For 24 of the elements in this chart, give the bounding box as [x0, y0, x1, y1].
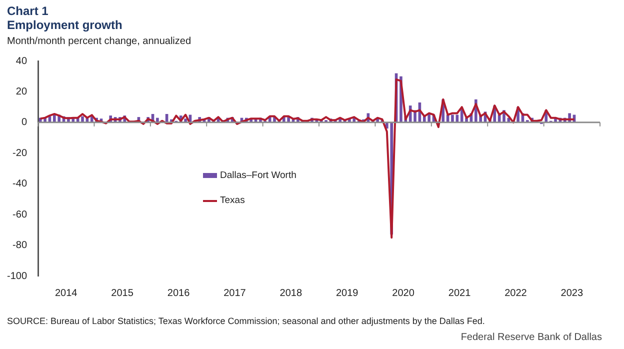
chart-subtitle: Month/month percent change, annualized — [7, 36, 192, 47]
y-tick-label: 0 — [21, 117, 28, 128]
y-tick-label: 40 — [16, 56, 28, 67]
x-tick-label: 2015 — [111, 288, 134, 299]
x-tick-label: 2020 — [392, 288, 415, 299]
x-tick-label: 2022 — [504, 288, 528, 299]
legend-label: Texas — [220, 195, 245, 206]
source-note: SOURCE: Bureau of Labor Statistics; Texas Workforce Commission; seasonal and other adjustments by the Dallas Fed. — [7, 316, 485, 326]
y-tick-label: -60 — [12, 209, 28, 220]
y-tick-label: 20 — [16, 86, 28, 98]
y-tick-label: -20 — [12, 148, 28, 159]
chart-title: Chart 1 Employment growth — [7, 4, 122, 32]
y-tick-label: -80 — [12, 240, 28, 252]
x-tick-label: 2023 — [560, 288, 584, 299]
y-tick-label: -40 — [12, 178, 28, 190]
x-tick-label: 2014 — [54, 288, 78, 299]
y-tick-label: -100 — [7, 270, 28, 282]
legend-label: Dallas–Fort Worth — [220, 170, 296, 181]
x-tick-label: 2018 — [280, 288, 302, 299]
x-tick-label: 2017 — [224, 288, 246, 299]
x-tick-label: 2016 — [167, 288, 190, 299]
x-tick-label: 2019 — [336, 288, 359, 299]
x-tick-label: 2021 — [448, 288, 472, 299]
text: Federal Reserve Bank of Dallas — [460, 332, 602, 343]
